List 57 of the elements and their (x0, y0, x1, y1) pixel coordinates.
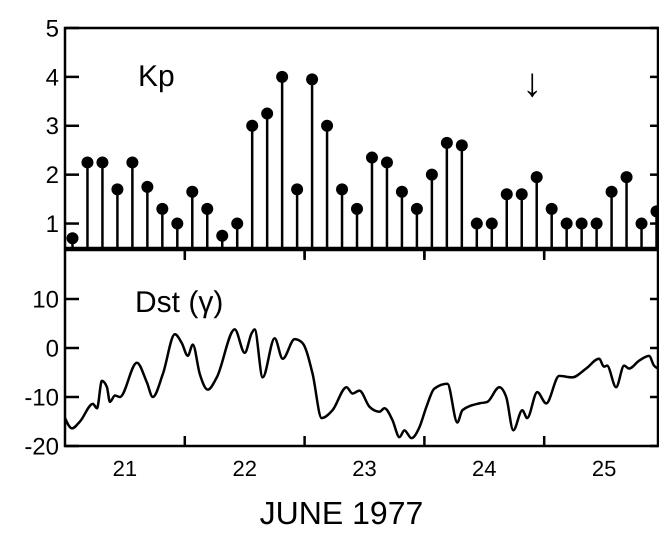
y-tick-label: 1 (46, 210, 59, 238)
point (620, 171, 633, 184)
x-tick-label: 24 (472, 456, 497, 481)
point (66, 232, 78, 244)
point (426, 168, 438, 181)
point (336, 183, 348, 196)
point (201, 202, 214, 215)
point (126, 156, 138, 168)
text: Dst (γ) (135, 286, 224, 319)
y-tick-label: -20 (24, 433, 59, 460)
point (396, 186, 408, 198)
point (380, 156, 393, 168)
point (606, 186, 618, 198)
y-tick-label: 5 (46, 15, 59, 42)
point (81, 156, 94, 168)
point (261, 108, 274, 120)
point (366, 152, 378, 164)
point (590, 218, 603, 230)
point (216, 230, 228, 242)
text: Kp (138, 60, 175, 93)
point (96, 156, 108, 168)
point (246, 120, 258, 132)
x-tick-label: 25 (592, 456, 616, 481)
x-axis-title: JUNE 1977 (260, 495, 424, 531)
x-tick-label: 21 (112, 456, 138, 481)
point (636, 218, 648, 230)
point (470, 218, 483, 230)
point (440, 136, 453, 149)
point (516, 188, 528, 200)
point (410, 202, 423, 215)
point (156, 202, 168, 215)
point (486, 218, 498, 230)
y-tick-label: 2 (46, 162, 59, 190)
y-tick-label: 0 (46, 335, 59, 362)
point (576, 218, 588, 230)
y-tick-label: 10 (32, 286, 59, 314)
point (456, 139, 468, 152)
point (141, 180, 154, 193)
y-tick-label: 3 (46, 113, 59, 140)
point (291, 183, 304, 196)
point (306, 73, 318, 86)
point (530, 171, 543, 184)
point (231, 218, 244, 230)
point (171, 218, 184, 230)
point (111, 183, 124, 196)
point (321, 120, 334, 132)
point (276, 70, 288, 83)
x-tick-label: 23 (352, 456, 377, 481)
point (351, 202, 364, 215)
x-tick-label: 22 (232, 456, 257, 481)
point (546, 202, 558, 215)
y-tick-label: -10 (24, 384, 59, 412)
annotation: ↓ (522, 61, 542, 105)
point (560, 218, 573, 230)
point (186, 186, 198, 198)
point (500, 188, 513, 200)
y-tick-label: 4 (46, 64, 59, 92)
